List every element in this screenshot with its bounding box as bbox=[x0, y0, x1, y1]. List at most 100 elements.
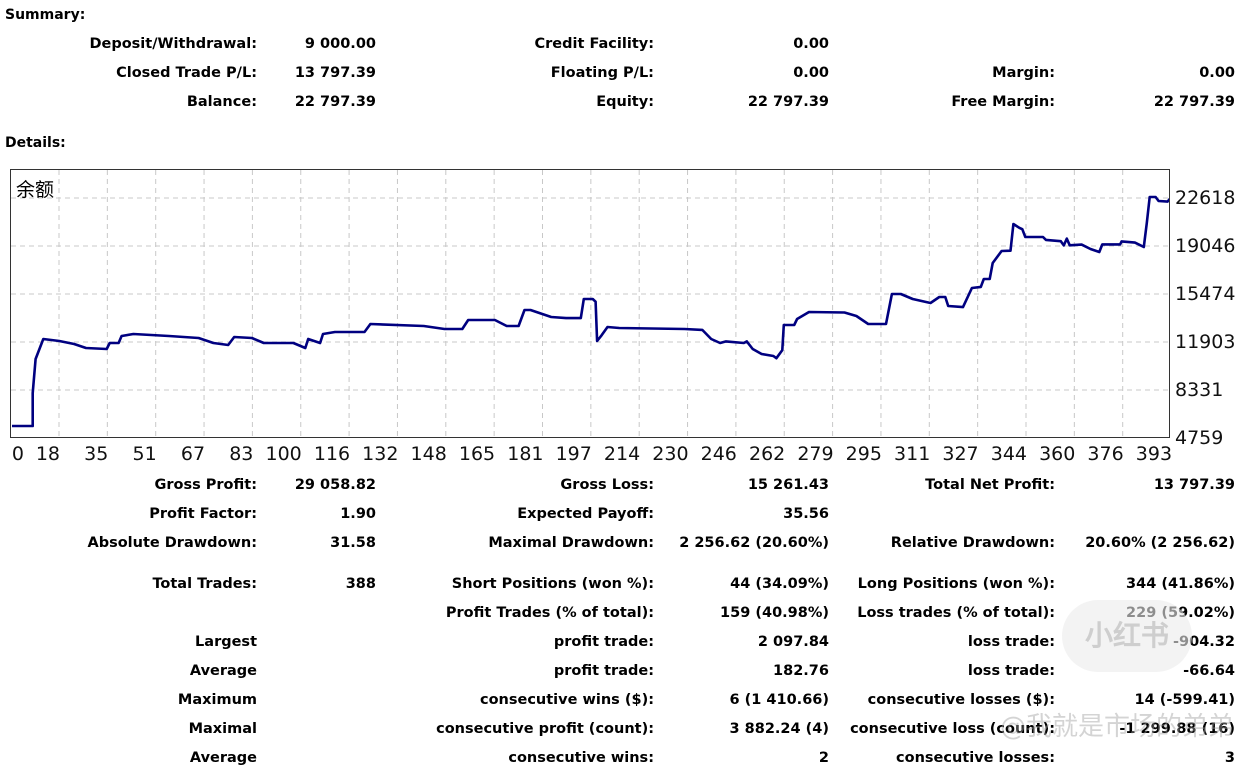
x-tick-label: 148 bbox=[410, 443, 447, 465]
field-value: 0.00 bbox=[793, 36, 829, 52]
field-label: Profit Trades (% of total): bbox=[445, 605, 654, 621]
field-label: Maximal bbox=[188, 721, 257, 737]
field-label: Credit Facility: bbox=[534, 36, 654, 52]
field-value: 2 256.62 (20.60%) bbox=[679, 535, 829, 551]
field-value: 388 bbox=[345, 576, 376, 592]
field-value: 13 797.39 bbox=[294, 65, 376, 81]
field-label: Closed Trade P/L: bbox=[116, 65, 257, 81]
field-label: Maximum bbox=[177, 692, 257, 708]
field-value: 2 097.84 bbox=[757, 634, 829, 650]
field-label: Gross Profit: bbox=[154, 477, 257, 493]
field-value: 6 (1 410.66) bbox=[729, 692, 829, 708]
y-tick-label: 11903 bbox=[1175, 330, 1236, 353]
table-row: Maximal consecutive profit (count): 3 882.… bbox=[0, 721, 1255, 741]
field-value: -1 299.88 (16) bbox=[1119, 721, 1235, 737]
field-label: Deposit/Withdrawal: bbox=[89, 36, 257, 52]
field-value: 0.00 bbox=[1199, 65, 1235, 81]
x-tick-label: 132 bbox=[362, 443, 399, 465]
x-tick-label: 360 bbox=[1039, 443, 1076, 465]
x-tick-label: 376 bbox=[1087, 443, 1124, 465]
summary-heading: Summary: bbox=[5, 7, 86, 23]
field-value: 44 (34.09%) bbox=[730, 576, 829, 592]
table-row: Profit Trades (% of total): 159 (40.98%) L… bbox=[0, 605, 1255, 625]
field-value: 182.76 bbox=[773, 663, 829, 679]
field-value: 13 797.39 bbox=[1153, 477, 1235, 493]
field-label: loss trade: bbox=[967, 634, 1055, 650]
balance-line bbox=[12, 195, 1169, 428]
field-value: 1.90 bbox=[340, 506, 376, 522]
field-value: 159 (40.98%) bbox=[720, 605, 829, 621]
x-tick-label: 116 bbox=[313, 443, 351, 465]
y-tick-label: 22618 bbox=[1175, 187, 1236, 209]
field-value: 20.60% (2 256.62) bbox=[1085, 535, 1235, 551]
y-tick-label: 15474 bbox=[1175, 283, 1236, 305]
field-value: 9 000.00 bbox=[304, 36, 376, 52]
field-label: consecutive losses: bbox=[896, 750, 1055, 766]
field-label: consecutive losses ($): bbox=[867, 692, 1055, 708]
field-label: consecutive wins: bbox=[508, 750, 654, 766]
balance-chart bbox=[10, 169, 1170, 438]
field-label: Profit Factor: bbox=[149, 506, 257, 522]
field-label: Average bbox=[189, 750, 257, 766]
field-value: 35.56 bbox=[783, 506, 829, 522]
table-row: Gross Profit: 29 058.82 Gross Loss: 15 261.… bbox=[0, 477, 1255, 497]
table-row: Balance: 22 797.39 Equity: 22 797.39 Free Ma… bbox=[0, 94, 1255, 114]
x-tick-label: 393 bbox=[1135, 443, 1173, 465]
chart-title: 余额 bbox=[16, 179, 55, 201]
field-value: 29 058.82 bbox=[294, 477, 376, 493]
table-row: Average profit trade: 182.76 loss trade: -66… bbox=[0, 663, 1255, 683]
field-label: Average bbox=[189, 663, 257, 679]
balance-chart-plot bbox=[11, 170, 1169, 437]
x-tick-label: 67 bbox=[180, 443, 206, 465]
field-value: 2 bbox=[818, 750, 829, 766]
field-label: Absolute Drawdown: bbox=[87, 535, 257, 551]
x-tick-label: 181 bbox=[507, 443, 544, 465]
x-tick-label: 18 bbox=[35, 443, 60, 465]
field-label: Balance: bbox=[186, 94, 257, 110]
x-tick-label: 327 bbox=[942, 443, 979, 465]
x-tick-label: 83 bbox=[229, 443, 254, 465]
x-tick-label: 344 bbox=[990, 443, 1027, 465]
field-value: -66.64 bbox=[1183, 663, 1235, 679]
x-tick-label: 35 bbox=[84, 443, 109, 465]
field-value: 3 882.24 (4) bbox=[729, 721, 829, 737]
table-row: Average consecutive wins: 2 consecutive los… bbox=[0, 750, 1255, 770]
x-tick-label: 51 bbox=[132, 443, 157, 465]
table-row: Absolute Drawdown: 31.58 Maximal Drawdown:… bbox=[0, 535, 1255, 555]
field-value: 0.00 bbox=[793, 65, 829, 81]
field-label: Largest bbox=[195, 634, 257, 650]
field-value: 31.58 bbox=[330, 535, 376, 551]
x-tick-label: 311 bbox=[894, 443, 931, 465]
details-heading: Details: bbox=[5, 135, 66, 151]
field-value: 22 797.39 bbox=[747, 94, 829, 110]
field-value: 3 bbox=[1224, 750, 1235, 766]
field-label: Loss trades (% of total): bbox=[857, 605, 1055, 621]
field-label: Expected Payoff: bbox=[517, 506, 654, 522]
field-label: Short Positions (won %): bbox=[451, 576, 654, 592]
x-tick-label: 262 bbox=[748, 443, 786, 465]
field-label: Total Net Profit: bbox=[925, 477, 1055, 493]
field-label: consecutive profit (count): bbox=[436, 721, 654, 737]
x-tick-label: 246 bbox=[700, 443, 737, 465]
table-row: Deposit/Withdrawal: 9 000.00 Credit Facili… bbox=[0, 36, 1255, 56]
table-row: Total Trades: 388 Short Positions (won %):… bbox=[0, 576, 1255, 596]
field-label: loss trade: bbox=[967, 663, 1055, 679]
field-label: consecutive wins ($): bbox=[479, 692, 654, 708]
field-value: 22 797.39 bbox=[294, 94, 376, 110]
field-label: Total Trades: bbox=[152, 576, 257, 592]
x-tick-label: 230 bbox=[652, 443, 689, 465]
field-label: Maximal Drawdown: bbox=[488, 535, 654, 551]
table-row: Maximum consecutive wins ($): 6 (1 410.66)… bbox=[0, 692, 1255, 712]
x-tick-label: 279 bbox=[797, 443, 834, 465]
table-row: Closed Trade P/L: 13 797.39 Floating P/L: 0… bbox=[0, 65, 1255, 85]
field-label: Equity: bbox=[596, 94, 654, 110]
y-tick-label: 4759 bbox=[1175, 427, 1224, 449]
y-tick-label: 8331 bbox=[1175, 378, 1224, 401]
field-value: 14 (-599.41) bbox=[1134, 692, 1235, 708]
x-tick-label: 100 bbox=[265, 443, 302, 465]
field-label: Free Margin: bbox=[951, 94, 1055, 110]
field-label: Gross Loss: bbox=[560, 477, 654, 493]
field-value: 22 797.39 bbox=[1153, 94, 1235, 110]
field-value: 15 261.43 bbox=[747, 477, 829, 493]
x-tick-label: 165 bbox=[458, 443, 496, 465]
